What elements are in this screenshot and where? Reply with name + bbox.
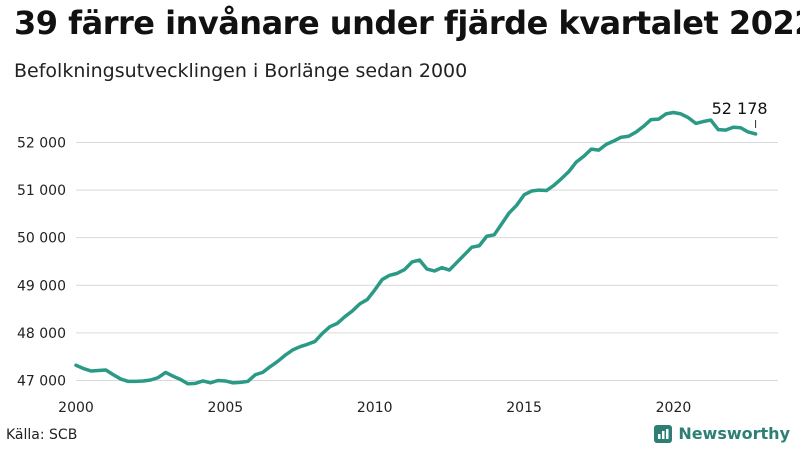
x-tick-label: 2005 <box>208 400 244 416</box>
y-tick-label: 49 000 <box>17 278 66 294</box>
y-tick-label: 48 000 <box>17 326 66 342</box>
y-tick-label: 51 000 <box>17 183 66 199</box>
page-title: 39 färre invånare under fjärde kvartalet… <box>14 4 800 42</box>
annotation-layer: 52 178 <box>712 99 768 128</box>
x-tick-label: 2015 <box>506 400 542 416</box>
end-value-label: 52 178 <box>712 99 768 118</box>
y-tick-label: 52 000 <box>17 135 66 151</box>
series-layer <box>74 110 758 386</box>
source-note: Källa: SCB <box>6 427 78 443</box>
series-line <box>74 110 758 386</box>
grid-lines <box>76 141 778 381</box>
brand-name: Newsworthy <box>678 424 790 443</box>
x-tick-label: 2010 <box>357 400 393 416</box>
y-tick-label: 50 000 <box>17 231 66 247</box>
y-axis-tick-labels: 47 000 48 000 49 000 50 000 51 000 52 000 <box>17 135 66 389</box>
x-tick-label: 2000 <box>58 400 94 416</box>
page-subtitle: Befolkningsutvecklingen i Borlänge sedan… <box>14 60 468 82</box>
x-axis-tick-labels: 2000 2005 2010 2015 2020 <box>58 400 691 416</box>
bar-chart-icon <box>654 424 673 443</box>
x-tick-label: 2020 <box>656 400 692 416</box>
brand-logo[interactable]: Newsworthy <box>654 424 790 443</box>
y-tick-label: 47 000 <box>17 373 66 389</box>
